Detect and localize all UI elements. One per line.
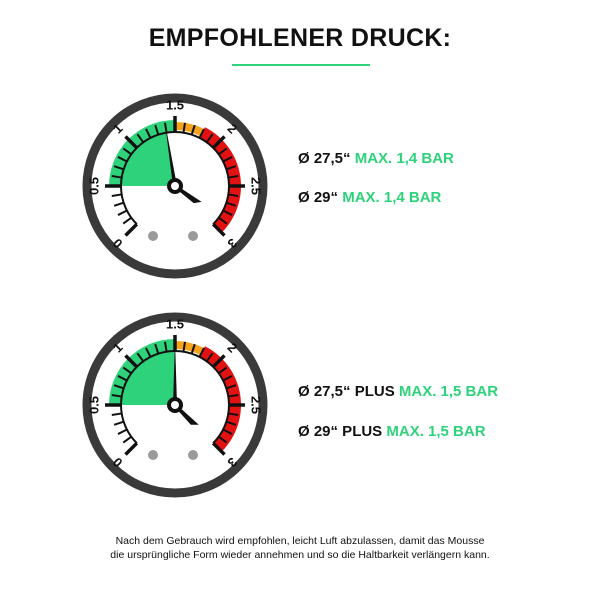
scale-tick: [205, 352, 214, 362]
scale-tick: [211, 441, 226, 456]
scale-label: 2.5: [249, 177, 264, 195]
rim-size: Ø 27,5“: [298, 150, 351, 167]
pressure-gauge-icon: 00.511.522.53: [82, 312, 268, 498]
needle-hub-center: [171, 182, 179, 190]
note-line: die ursprüngliche Form wieder annehmen u…: [110, 549, 490, 561]
scale-tick: [182, 122, 186, 133]
usage-note: Nach dem Gebrauch wird empfohlen, leicht…: [0, 534, 600, 562]
red-band: [199, 127, 241, 233]
scale-label: 1.5: [166, 97, 184, 112]
scale-tick: [111, 394, 122, 398]
scale-tick: [145, 347, 152, 358]
orange-band: [175, 122, 205, 137]
max-pressure: MAX. 1,5 BAR: [398, 383, 499, 400]
scale-tick: [211, 222, 226, 237]
orange-band: [175, 341, 205, 356]
max-pressure: MAX. 1,5 BAR: [386, 423, 486, 440]
scale-tick: [111, 175, 122, 179]
scale-tick: [228, 394, 239, 398]
scale-tick: [113, 201, 124, 207]
scale-tick: [124, 441, 139, 456]
scale-tick: [117, 375, 128, 382]
scale-tick: [122, 216, 132, 225]
scale-label: 2.5: [249, 396, 264, 414]
scale-tick: [228, 175, 239, 179]
scale-tick: [122, 366, 132, 375]
scale-tick: [226, 201, 237, 207]
scale-tick: [222, 156, 233, 163]
scale-tick: [124, 135, 139, 150]
pressure-gauge-icon: 00.511.522.53: [82, 93, 268, 279]
scale-tick: [117, 209, 128, 216]
scale-tick: [182, 341, 186, 352]
scale-tick: [226, 165, 237, 171]
scale-label: 1.5: [166, 316, 184, 331]
scale-tick: [111, 193, 122, 197]
scale-tick: [222, 428, 233, 435]
scale-tick: [113, 420, 124, 426]
screw-dot: [148, 450, 158, 460]
scale-tick: [218, 366, 228, 375]
rim-size: Ø 29“: [298, 189, 339, 206]
scale-tick: [226, 420, 237, 426]
scale-tick: [124, 354, 139, 369]
screw-dot: [148, 231, 158, 241]
scale-tick: [228, 412, 239, 416]
rim-size: Ø 27,5“ PLUS: [298, 383, 395, 400]
scale-label: 0.5: [86, 177, 101, 195]
scale-tick: [190, 124, 196, 135]
scale-tick: [122, 435, 132, 444]
scale-tick: [117, 428, 128, 435]
scale-tick: [226, 384, 237, 390]
scale-tick: [211, 354, 226, 369]
scale-tick: [198, 128, 205, 139]
scale-tick: [113, 384, 124, 390]
scale-tick: [164, 341, 168, 352]
scale-tick: [218, 216, 228, 225]
screw-dot: [188, 450, 198, 460]
scale-tick: [145, 128, 152, 139]
scale-tick: [190, 343, 196, 354]
scale-tick: [117, 156, 128, 163]
needle-hub-center: [171, 401, 179, 409]
green-band: [109, 339, 175, 405]
scale-tick: [136, 133, 145, 143]
scale-tick: [122, 147, 132, 156]
scale-tick: [124, 222, 139, 237]
scale-arc: [120, 131, 230, 225]
scale-tick: [222, 375, 233, 382]
scale-tick: [218, 147, 228, 156]
page-title: EMPFOHLENER DRUCK:: [148, 24, 452, 52]
note-line: Nach dem Gebrauch wird empfohlen, leicht…: [115, 535, 485, 547]
scale-tick: [222, 209, 233, 216]
scale-tick: [136, 352, 145, 362]
scale-tick: [111, 412, 122, 416]
green-band: [109, 120, 175, 186]
red-band: [199, 346, 241, 452]
green-zone: [121, 351, 175, 405]
scale-label: 0.5: [86, 396, 101, 414]
spec-line: Ø 27,5“ MAX. 1,4 BAR: [298, 150, 454, 167]
max-pressure: MAX. 1,4 BAR: [354, 150, 454, 167]
scale-tick: [228, 193, 239, 197]
title-underline: [232, 64, 370, 66]
green-zone: [121, 132, 175, 186]
max-pressure: MAX. 1,4 BAR: [342, 189, 442, 206]
screw-dot: [188, 231, 198, 241]
scale-tick: [154, 124, 160, 135]
scale-tick: [211, 135, 226, 150]
scale-tick: [198, 347, 205, 358]
spec-line: Ø 27,5“ PLUS MAX. 1,5 BAR: [298, 383, 498, 400]
rim-size: Ø 29“ PLUS: [298, 423, 383, 440]
scale-tick: [113, 165, 124, 171]
scale-tick: [205, 133, 214, 143]
scale-tick: [218, 435, 228, 444]
scale-tick: [154, 343, 160, 354]
spec-line: Ø 29“ PLUS MAX. 1,5 BAR: [298, 423, 486, 440]
spec-line: Ø 29“ MAX. 1,4 BAR: [298, 189, 441, 206]
